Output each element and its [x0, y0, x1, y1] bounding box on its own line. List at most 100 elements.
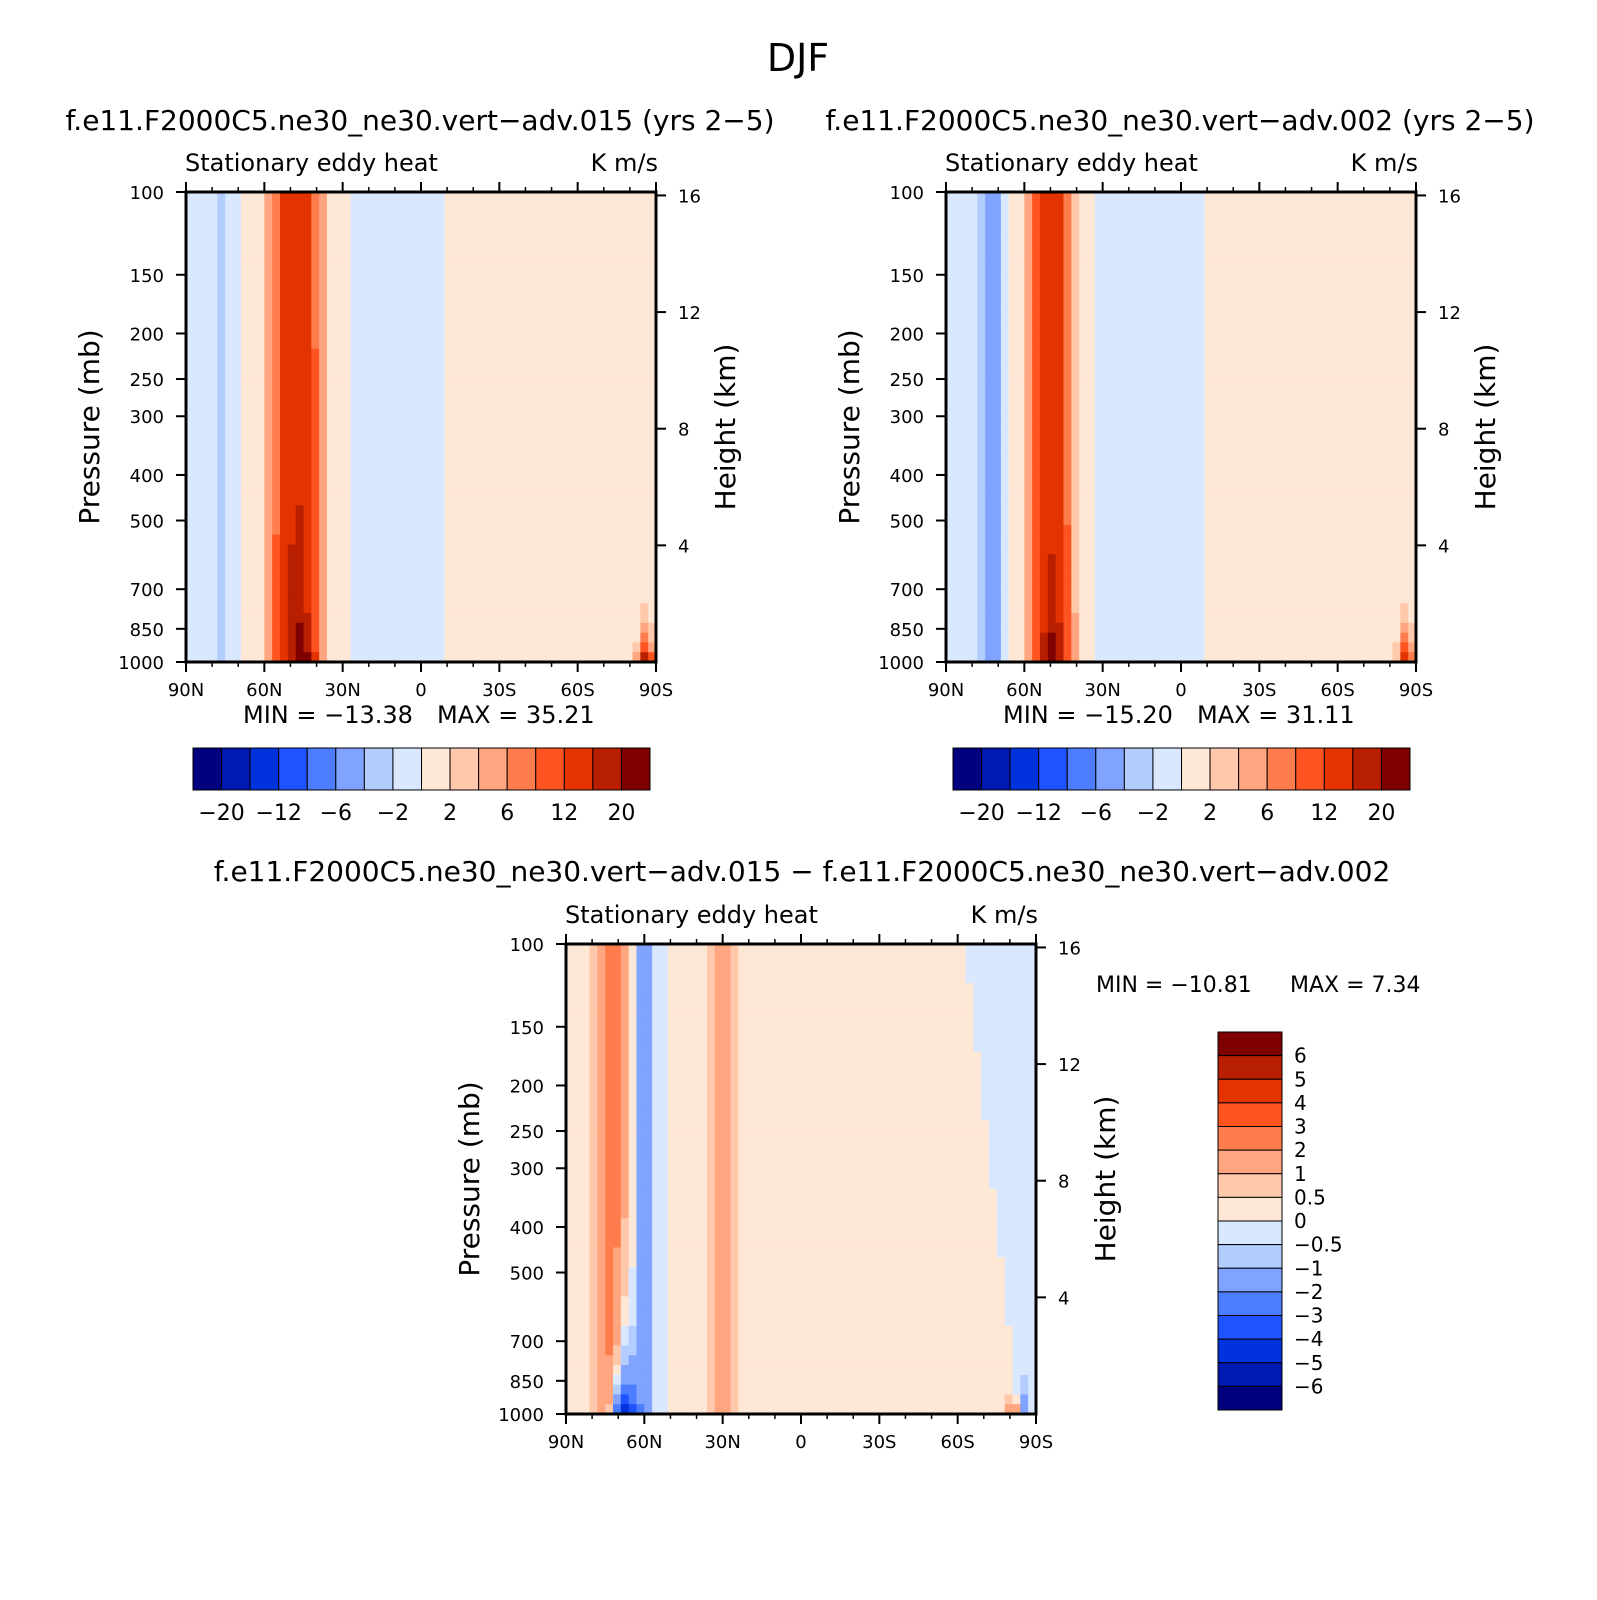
- heatmap-cell: [491, 603, 500, 614]
- heatmap-cell: [248, 475, 258, 487]
- heatmap-cell: [977, 231, 986, 242]
- heatmap-cell: [1251, 240, 1260, 252]
- heatmap-cell: [632, 495, 641, 506]
- heatmap-cell: [303, 622, 312, 634]
- heatmap-cell: [272, 515, 281, 526]
- heatmap-cell: [428, 515, 438, 526]
- heatmap-cell: [1149, 456, 1159, 467]
- heatmap-cell: [1181, 368, 1190, 379]
- heatmap-cell: [1102, 211, 1112, 222]
- heatmap-cell: [1204, 427, 1213, 438]
- heatmap-cell: [562, 613, 571, 624]
- heatmap-cell: [648, 211, 657, 222]
- heatmap-cell: [593, 495, 602, 506]
- heatmap-cell: [233, 319, 242, 330]
- heatmap-cell: [233, 192, 242, 203]
- heatmap-cell: [389, 338, 399, 350]
- heatmap-cell: [444, 642, 453, 653]
- heatmap-cell: [1165, 192, 1174, 203]
- heatmap-cell: [1392, 485, 1401, 497]
- heatmap-cell: [1212, 417, 1221, 428]
- heatmap-cell: [1275, 358, 1284, 369]
- heatmap-cell: [554, 583, 563, 595]
- heatmap-cell: [287, 524, 297, 536]
- heatmap-cell: [287, 515, 297, 526]
- heatmap-cell: [1040, 260, 1049, 271]
- heatmap-cell: [562, 348, 571, 360]
- heatmap-cell: [1275, 289, 1284, 301]
- heatmap-cell: [961, 505, 971, 516]
- heatmap-cell: [209, 622, 218, 634]
- heatmap-cell: [193, 211, 203, 222]
- heatmap-cell: [601, 240, 610, 252]
- heatmap-cell: [280, 613, 289, 624]
- heatmap-cell: [1196, 231, 1206, 242]
- heatmap-cell: [350, 427, 359, 438]
- heatmap-cell: [186, 250, 195, 262]
- heatmap-cell: [350, 622, 359, 634]
- heatmap-cell: [530, 378, 540, 389]
- heatmap-cell: [1087, 456, 1096, 467]
- heatmap-cell: [1290, 485, 1300, 497]
- heatmap-cell: [1110, 240, 1119, 252]
- heatmap-cell: [1251, 319, 1260, 330]
- heatmap-cell: [444, 280, 453, 291]
- heatmap-cell: [609, 622, 618, 634]
- heatmap-cell: [1361, 466, 1370, 477]
- heatmap-cell: [475, 544, 485, 555]
- heatmap-cell: [1251, 427, 1260, 438]
- heatmap-cell: [577, 192, 587, 203]
- heatmap-cell: [1071, 319, 1080, 330]
- heatmap-cell: [969, 446, 978, 457]
- heatmap-cell: [358, 192, 367, 203]
- heatmap-cell: [374, 338, 383, 350]
- heatmap-cell: [256, 534, 265, 546]
- heatmap-cell: [193, 564, 203, 575]
- heatmap-cell: [280, 534, 289, 546]
- heatmap-cell: [444, 456, 453, 467]
- heatmap-cell: [1032, 201, 1041, 213]
- heatmap-cell: [1118, 211, 1127, 222]
- heatmap-cell: [1408, 436, 1417, 448]
- heatmap-cell: [421, 622, 430, 634]
- heatmap-cell: [1384, 201, 1394, 213]
- heatmap-cell: [522, 309, 532, 320]
- heatmap-cell: [538, 231, 547, 242]
- heatmap-cell: [585, 613, 594, 624]
- heatmap-cell: [366, 485, 375, 497]
- heatmap-cell: [264, 299, 273, 311]
- heatmap-cell: [554, 299, 563, 311]
- heatmap-cell: [358, 593, 367, 604]
- heatmap-cell: [616, 280, 626, 291]
- heatmap-cell: [436, 329, 446, 340]
- heatmap-cell: [1220, 495, 1229, 506]
- heatmap-cell: [1016, 387, 1025, 399]
- heatmap-cell: [428, 348, 438, 360]
- heatmap-cell: [1181, 417, 1190, 428]
- heatmap-cell: [303, 299, 312, 311]
- heatmap-cell: [1126, 211, 1135, 222]
- heatmap-cell: [248, 231, 258, 242]
- heatmap-cell: [483, 622, 493, 634]
- heatmap-cell: [1055, 260, 1065, 271]
- heatmap-cell: [428, 593, 438, 604]
- heatmap-cell: [1149, 309, 1159, 320]
- heatmap-cell: [1337, 270, 1347, 281]
- heatmap-cell: [507, 456, 516, 467]
- heatmap-cell: [1329, 289, 1339, 301]
- heatmap-cell: [577, 427, 587, 438]
- heatmap-cell: [985, 319, 994, 330]
- heatmap-cell: [413, 201, 422, 213]
- heatmap-cell: [648, 436, 657, 448]
- heatmap-cell: [295, 250, 305, 262]
- heatmap-cell: [334, 534, 344, 546]
- heatmap-cell: [248, 358, 258, 369]
- heatmap-cell: [1149, 289, 1159, 301]
- heatmap-cell: [405, 446, 414, 457]
- heatmap-cell: [640, 564, 649, 575]
- heatmap-cell: [593, 289, 602, 301]
- heatmap-cell: [381, 564, 391, 575]
- heatmap-cell: [609, 319, 618, 330]
- heatmap-cell: [1102, 270, 1112, 281]
- heatmap-cell: [468, 564, 477, 575]
